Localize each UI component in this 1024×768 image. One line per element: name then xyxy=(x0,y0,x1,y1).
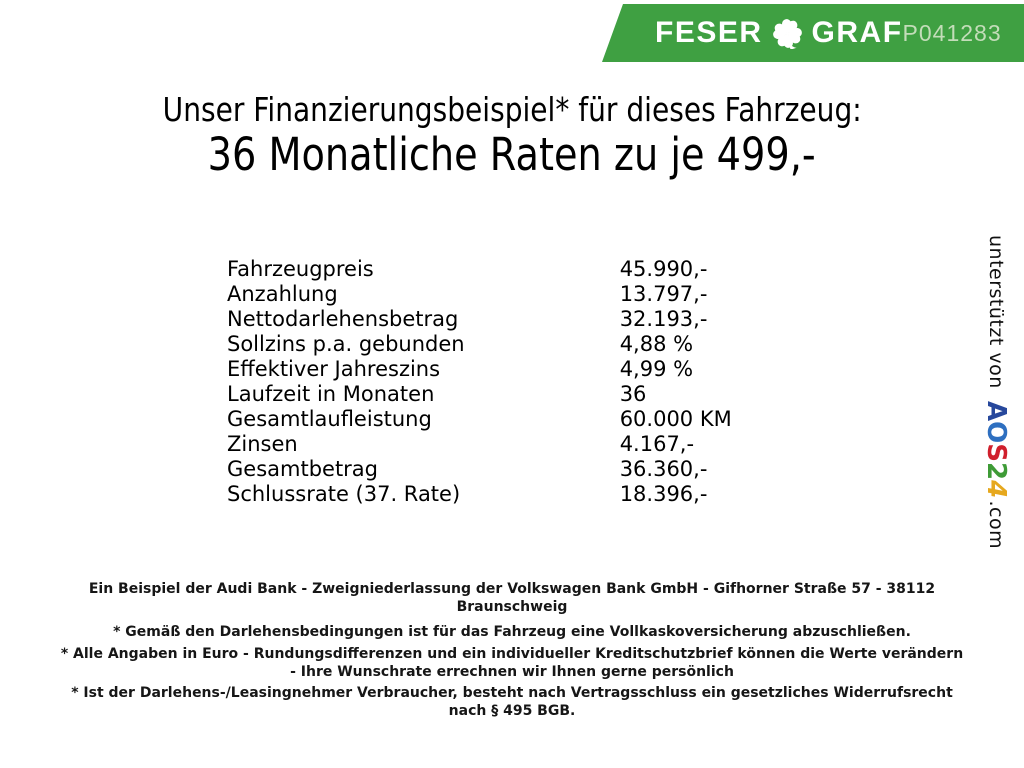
disclaimer-line: Braunschweig xyxy=(456,599,568,615)
aos24-letter: A xyxy=(981,401,1011,422)
row-label: Gesamtlaufleistung xyxy=(227,407,432,431)
monthly-rate-title: 36 Monatliche Raten zu je 499,- xyxy=(207,128,817,181)
row-value: 4,88 % xyxy=(619,332,694,356)
brand-logo: FESER GRAF xyxy=(655,16,903,50)
aos24-letter: 2 xyxy=(981,462,1011,481)
row-label: Fahrzeugpreis xyxy=(227,257,374,281)
disclaimer-line: * Gemäß den Darlehensbedingungen ist für… xyxy=(113,624,911,640)
row-value: 36 xyxy=(619,382,647,406)
table-row: Anzahlung 13.797,- xyxy=(227,282,732,307)
credit-prefix: unterstützt von xyxy=(985,235,1007,396)
table-row: Zinsen 4.167,- xyxy=(227,432,732,457)
vehicle-code: P041283 xyxy=(902,19,1002,46)
row-value: 18.396,- xyxy=(619,482,708,506)
table-row: Gesamtlaufleistung 60.000 KM xyxy=(227,407,732,432)
brand-banner: FESER GRAF P041283 xyxy=(602,4,1024,62)
row-label: Laufzeit in Monaten xyxy=(227,382,435,406)
disclaimer-line: - Ihre Wunschrate errechnen wir Ihnen ge… xyxy=(290,664,734,680)
row-label: Gesamtbetrag xyxy=(227,457,379,481)
row-value: 4.167,- xyxy=(619,432,695,456)
headline: Unser Finanzierungsbeispiel* für dieses … xyxy=(0,90,1024,180)
row-label: Nettodarlehensbetrag xyxy=(227,307,459,331)
brand-name-right: GRAF xyxy=(811,16,903,49)
row-label: Zinsen xyxy=(227,432,298,456)
disclaimer-line: * Alle Angaben in Euro - Rundungsdiffere… xyxy=(60,646,964,662)
row-value: 4,99 % xyxy=(619,357,694,381)
disclaimer-line: nach § 495 BGB. xyxy=(448,703,576,719)
table-row: Effektiver Jahreszins 4,99 % xyxy=(227,357,732,382)
aos24-letter: S xyxy=(981,443,1011,463)
row-label: Schlussrate (37. Rate) xyxy=(227,482,461,506)
table-row: Fahrzeugpreis 45.990,- xyxy=(227,257,732,282)
row-label: Sollzins p.a. gebunden xyxy=(227,332,465,356)
row-value: 60.000 KM xyxy=(619,407,732,431)
aos24-letter: O xyxy=(981,421,1011,444)
table-row: Gesamtbetrag 36.360,- xyxy=(227,457,732,482)
table-row: Nettodarlehensbetrag 32.193,- xyxy=(227,307,732,332)
aos24-letter: 4 xyxy=(981,480,1011,499)
credit-suffix: .com xyxy=(985,500,1007,550)
disclaimer-line: * Ist der Darlehens-/Leasingnehmer Verbr… xyxy=(71,685,953,701)
supported-by-credit: unterstützt von AOS24.com xyxy=(981,235,1011,549)
row-label: Effektiver Jahreszins xyxy=(227,357,441,381)
row-value: 45.990,- xyxy=(619,257,708,281)
row-label: Anzahlung xyxy=(227,282,338,306)
brand-name-left: FESER xyxy=(655,16,763,49)
row-value: 36.360,- xyxy=(619,457,708,481)
clover-icon xyxy=(771,18,803,49)
footer-disclaimer: Ein Beispiel der Audi Bank - Zweignieder… xyxy=(0,580,1024,720)
table-row: Sollzins p.a. gebunden 4,88 % xyxy=(227,332,732,357)
financing-example-title: Unser Finanzierungsbeispiel* für dieses … xyxy=(162,90,862,129)
financing-table: Fahrzeugpreis 45.990,- Anzahlung 13.797,… xyxy=(227,257,732,507)
row-value: 13.797,- xyxy=(619,282,708,306)
aos24-logo: AOS24 xyxy=(981,401,1011,498)
table-row: Schlussrate (37. Rate) 18.396,- xyxy=(227,482,732,507)
disclaimer-line: Ein Beispiel der Audi Bank - Zweignieder… xyxy=(88,581,936,597)
row-value: 32.193,- xyxy=(619,307,708,331)
table-row: Laufzeit in Monaten 36 xyxy=(227,382,732,407)
